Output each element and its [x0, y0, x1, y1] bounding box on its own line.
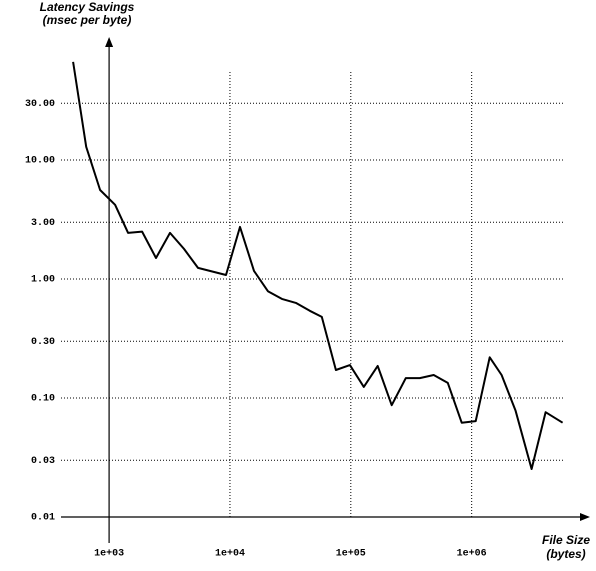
y-tick-label: 0.10 [31, 394, 55, 405]
y-tick-label: 0.30 [31, 337, 55, 348]
x-tick-label: 1e+05 [336, 549, 366, 560]
y-axis-arrow [105, 37, 114, 47]
y-axis-title: Latency Savings [40, 0, 135, 14]
y-tick-label: 0.01 [31, 513, 55, 524]
x-tick-label: 1e+04 [215, 549, 245, 560]
x-tick-label: 1e+03 [94, 549, 124, 560]
x-axis-title: File Size [542, 533, 590, 547]
y-axis-title: (msec per byte) [43, 13, 132, 27]
y-tick-label: 3.00 [31, 218, 55, 229]
y-tick-label: 30.00 [25, 99, 55, 110]
y-tick-label: 0.03 [31, 456, 55, 467]
x-axis-title: (bytes) [546, 547, 585, 561]
x-tick-label: 1e+06 [457, 549, 487, 560]
y-tick-label: 10.00 [25, 156, 55, 167]
data-line [72, 61, 564, 470]
y-tick-label: 1.00 [31, 275, 55, 286]
x-axis-arrow [580, 513, 590, 521]
